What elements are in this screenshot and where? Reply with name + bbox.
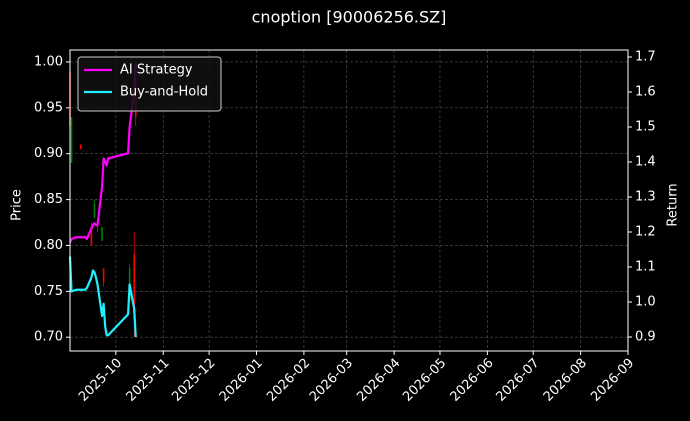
y2-tick-label: 1.3 [635, 190, 656, 205]
candle-body [101, 227, 103, 241]
y-tick-label: 0.75 [34, 284, 63, 299]
candle-body [102, 268, 105, 283]
legend-box [77, 56, 222, 112]
candle-body [93, 204, 96, 218]
y2-tick-label: 1.2 [635, 225, 656, 240]
y-tick-label: 0.70 [34, 330, 63, 345]
candle-body [79, 144, 82, 150]
y2-axis-label: Return [666, 183, 681, 226]
y-tick-label: 0.90 [34, 146, 63, 161]
x-tick-label: 2026-07 [493, 356, 542, 405]
y2-tick-label: 1.7 [635, 50, 656, 65]
y2-tick-label: 1.6 [635, 85, 656, 100]
x-tick-label: 2026-08 [541, 356, 590, 405]
x-tick-label: 2025-11 [124, 356, 173, 405]
y-tick-label: 0.95 [34, 100, 63, 115]
legend-label: AI Strategy [120, 63, 193, 78]
y-axis-label: Price [10, 189, 25, 221]
y2-tick-label: 1.1 [635, 260, 656, 275]
x-tick-label: 2026-09 [588, 356, 637, 405]
candle-body [70, 116, 73, 163]
x-tick-label: 2025-12 [169, 356, 218, 405]
y2-tick-label: 1.4 [635, 155, 656, 170]
line-series [68, 63, 137, 243]
x-tick-label: 2026-06 [448, 356, 497, 405]
chart-title: cnoption [90006256.SZ] [252, 8, 447, 27]
plot-frame [69, 49, 629, 352]
legend-label: Buy-and-Hold [120, 85, 208, 100]
candle-body [90, 227, 93, 246]
y-tick-label: 0.80 [34, 238, 63, 253]
x-tick-label: 2026-02 [264, 356, 313, 405]
y2-tick-label: 1.0 [635, 295, 656, 310]
candle-body [133, 254, 136, 319]
y-tick-label: 0.85 [34, 192, 63, 207]
x-tick-label: 2026-04 [354, 356, 403, 405]
x-tick-label: 2026-03 [307, 356, 356, 405]
line-series [68, 256, 137, 338]
x-tick-label: 2025-10 [76, 356, 125, 405]
y2-tick-label: 1.5 [635, 120, 656, 135]
x-tick-label: 2026-05 [400, 356, 449, 405]
y-tick-label: 1.00 [34, 54, 63, 69]
x-tick-label: 2026-01 [217, 356, 266, 405]
y2-tick-label: 0.9 [635, 330, 656, 345]
